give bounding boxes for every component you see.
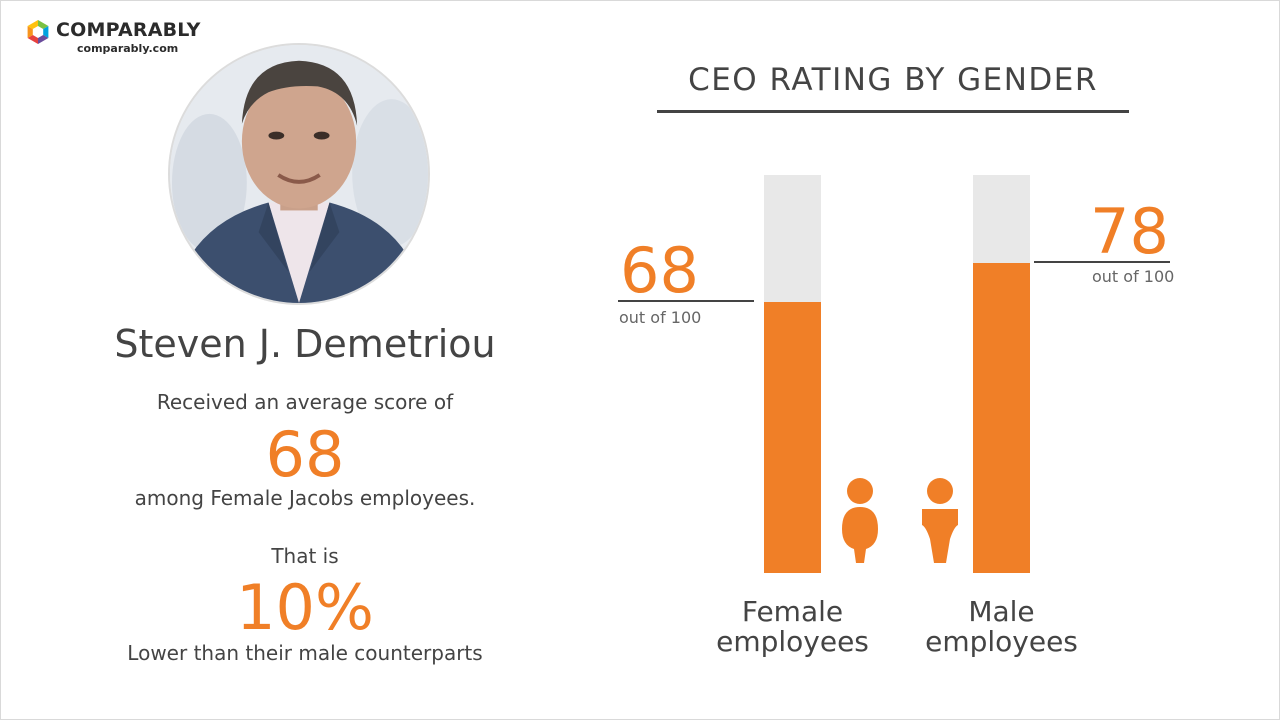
leader-line-female [618,300,754,303]
ceo-photo [168,43,430,305]
chart-title: CEO RATING BY GENDER [688,62,1098,98]
average-score-value: 68 [265,418,345,491]
outof-label-male: out of 100 [1092,266,1175,286]
outof-label-female: out of 100 [619,308,702,328]
category-label-male: Male employees [912,597,1092,657]
bar-male [973,262,1030,573]
ceo-name: Steven J. Demetriou [114,322,496,366]
female-person-icon [840,477,880,563]
comparison-text: Lower than their male counterparts [127,641,483,665]
value-label-female: 68 [620,234,699,308]
bar-female [764,302,821,573]
difference-percent-value: 10% [236,571,374,644]
comparably-logo[interactable]: COMPARABLY comparably.com [26,18,216,60]
category-label-female: Female employees [703,597,883,657]
comparably-logo-icon [27,20,49,44]
ceo-photo-icon [170,45,428,303]
that-is-text: That is [271,544,339,568]
among-employees-text: among Female Jacobs employees. [134,486,476,510]
category-label-female-line-1: Female [741,595,844,628]
category-label-female-line-2: employees [716,625,869,658]
category-label-male-line-2: employees [925,625,1078,658]
value-label-male: 78 [1090,194,1169,268]
male-person-icon [920,477,960,563]
brand-url[interactable]: comparably.com [77,42,179,55]
brand-name: COMPARABLY [56,19,201,41]
leader-line-male [1034,260,1170,263]
chart-title-rule [657,110,1129,113]
category-label-male-line-1: Male [968,595,1035,628]
received-score-text: Received an average score of [156,390,454,414]
